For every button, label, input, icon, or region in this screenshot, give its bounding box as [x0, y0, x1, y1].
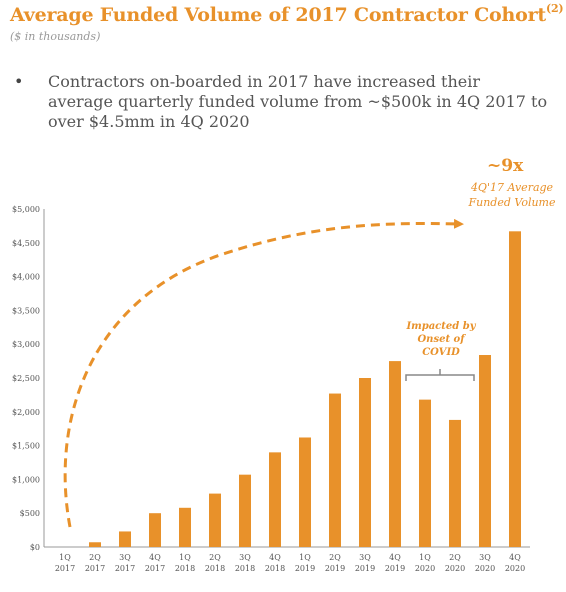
bar: [269, 452, 281, 547]
x-tick-label-year: 2020: [505, 564, 525, 573]
chart-subtitle: ($ in thousands): [10, 30, 101, 43]
x-tick-label-quarter: 2Q: [89, 553, 101, 562]
growth-arrow: [63, 218, 464, 528]
bar: [119, 531, 131, 547]
y-tick-label: $0: [30, 543, 40, 552]
annotation-line: COVID: [422, 347, 460, 358]
bar: [329, 393, 341, 547]
x-tick-label-year: 2020: [445, 564, 465, 573]
x-tick-label-quarter: 4Q: [389, 553, 401, 562]
bar: [359, 378, 371, 547]
growth-multiple: ~9x: [487, 156, 524, 176]
footnote-ref: (2): [545, 2, 564, 15]
bar: [89, 542, 101, 547]
covid-bracket: [405, 369, 475, 381]
x-tick-label-year: 2017: [55, 564, 75, 573]
x-tick-label-year: 2017: [145, 564, 165, 573]
x-tick-label-year: 2018: [235, 564, 255, 573]
bar: [299, 437, 311, 547]
annotation-line: Impacted by: [405, 321, 476, 332]
x-tick-label-quarter: 4Q: [509, 553, 521, 562]
x-tick-label-year: 2020: [415, 564, 435, 573]
bar: [389, 361, 401, 547]
bullet-marker: •: [14, 72, 24, 91]
x-tick-label-quarter: 3Q: [239, 553, 251, 562]
annotation-line: Onset of: [417, 334, 466, 345]
x-tick-label-year: 2019: [325, 564, 345, 573]
x-tick-label-year: 2017: [115, 564, 135, 573]
y-tick-labels: $0 $500 $1,000 $1,500 $2,000 $2,500 $3,000 $3,5…: [12, 205, 40, 552]
x-tick-label-quarter: 2Q: [329, 553, 341, 562]
bar: [239, 474, 251, 547]
y-tick-label: $500: [20, 509, 40, 518]
x-tick-label-quarter: 4Q: [269, 553, 281, 562]
x-tick-label-quarter: 1Q: [179, 553, 191, 562]
x-tick-label-year: 2019: [295, 564, 315, 573]
x-tick-labels: 1Q 2017 2Q 2017 3Q 2017 4Q 2017 1Q 2018 2Q 2018 3Q 20…: [55, 553, 525, 573]
y-tick-label: $4,000: [12, 273, 40, 282]
chart-bars: [89, 231, 521, 548]
bar: [419, 399, 431, 547]
x-tick-label-year: 2018: [205, 564, 225, 573]
x-tick-label-quarter: 4Q: [149, 553, 161, 562]
y-tick-label: $3,500: [12, 306, 40, 315]
x-tick-label-quarter: 1Q: [419, 553, 431, 562]
growth-caption: 4Q'17 Average Funded Volume: [468, 181, 556, 209]
x-tick-label-year: 2020: [475, 564, 495, 573]
x-tick-label-quarter: 1Q: [299, 553, 311, 562]
x-tick-label-year: 2018: [175, 564, 195, 573]
y-tick-label: $1,000: [12, 475, 40, 484]
y-tick-label: $3,000: [12, 340, 40, 349]
x-tick-label-quarter: 3Q: [479, 553, 491, 562]
x-tick-label-quarter: 3Q: [359, 553, 371, 562]
bar: [509, 231, 521, 548]
bar: [149, 513, 161, 547]
bar: [449, 419, 461, 547]
x-tick-label-year: 2019: [385, 564, 405, 573]
bar: [179, 507, 191, 547]
y-tick-label: $2,500: [12, 374, 40, 383]
chart-title: Average Funded Volume of 2017 Contractor…: [10, 2, 564, 26]
chart-title-text: Average Funded Volume of 2017 Contractor…: [10, 4, 546, 26]
covid-annotation: Impacted by Onset of COVID: [405, 321, 476, 358]
x-tick-label-quarter: 3Q: [119, 553, 131, 562]
x-tick-label-quarter: 1Q: [59, 553, 71, 562]
x-tick-label-quarter: 2Q: [209, 553, 221, 562]
bar: [209, 493, 221, 547]
y-tick-label: $5,000: [12, 205, 40, 214]
y-tick-label: $1,500: [12, 442, 40, 451]
y-tick-label: $2,000: [12, 408, 40, 417]
x-tick-label-year: 2017: [85, 564, 105, 573]
bar: [479, 355, 491, 547]
bullet-text: Contractors on-boarded in 2017 have incr…: [48, 72, 548, 131]
x-tick-label-year: 2018: [265, 564, 285, 573]
x-tick-label-year: 2019: [355, 564, 375, 573]
x-tick-label-quarter: 2Q: [449, 553, 461, 562]
y-tick-label: $4,500: [12, 239, 40, 248]
